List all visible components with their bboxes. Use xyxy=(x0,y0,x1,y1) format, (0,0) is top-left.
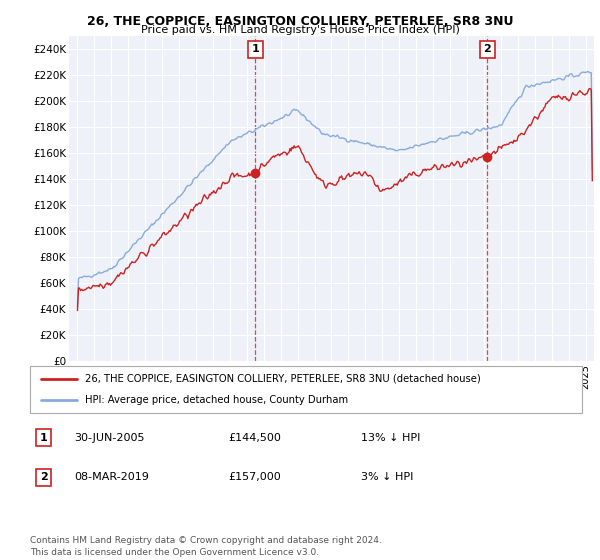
FancyBboxPatch shape xyxy=(30,366,582,413)
Text: 13% ↓ HPI: 13% ↓ HPI xyxy=(361,432,421,442)
Text: 2: 2 xyxy=(40,472,47,482)
Text: 1: 1 xyxy=(40,432,47,442)
Text: 1: 1 xyxy=(251,44,259,54)
Text: 26, THE COPPICE, EASINGTON COLLIERY, PETERLEE, SR8 3NU: 26, THE COPPICE, EASINGTON COLLIERY, PET… xyxy=(87,15,513,27)
Text: 08-MAR-2019: 08-MAR-2019 xyxy=(74,472,149,482)
Text: £157,000: £157,000 xyxy=(229,472,281,482)
Text: HPI: Average price, detached house, County Durham: HPI: Average price, detached house, Coun… xyxy=(85,395,349,405)
Text: Price paid vs. HM Land Registry's House Price Index (HPI): Price paid vs. HM Land Registry's House … xyxy=(140,25,460,35)
Text: 30-JUN-2005: 30-JUN-2005 xyxy=(74,432,145,442)
Text: 26, THE COPPICE, EASINGTON COLLIERY, PETERLEE, SR8 3NU (detached house): 26, THE COPPICE, EASINGTON COLLIERY, PET… xyxy=(85,374,481,384)
Text: Contains HM Land Registry data © Crown copyright and database right 2024.
This d: Contains HM Land Registry data © Crown c… xyxy=(30,536,382,557)
Text: 3% ↓ HPI: 3% ↓ HPI xyxy=(361,472,413,482)
Text: 2: 2 xyxy=(484,44,491,54)
Text: £144,500: £144,500 xyxy=(229,432,281,442)
